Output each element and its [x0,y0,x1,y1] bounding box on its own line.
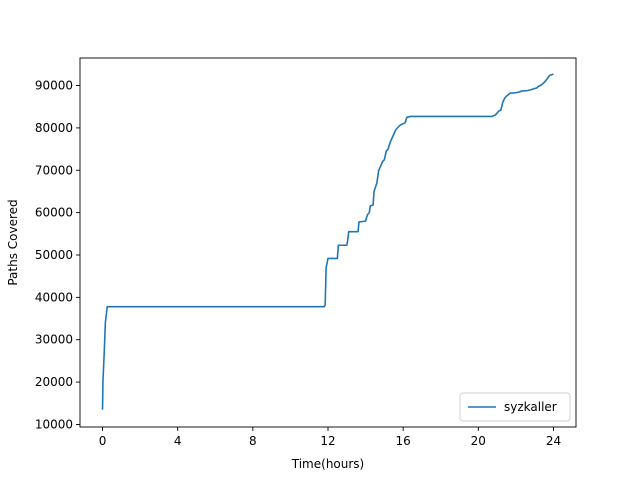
x-tick-label: 20 [471,434,486,448]
x-tick-label: 12 [320,434,335,448]
y-tick-label: 30000 [35,333,73,347]
legend-label-syzkaller: syzkaller [504,400,557,414]
y-tick-label: 90000 [35,79,73,93]
y-axis-ticks: 10000 20000 30000 40000 50000 60000 70000 80000… [35,79,80,431]
x-tick-label: 8 [249,434,257,448]
x-axis-label: Time(hours) [291,457,364,471]
y-axis-label: Paths Covered [6,199,20,285]
y-tick-label: 10000 [35,417,73,431]
legend-box [459,392,571,422]
y-tick-label: 50000 [35,248,73,262]
y-tick-label: 40000 [35,290,73,304]
x-tick-label: 4 [174,434,182,448]
y-tick-label: 60000 [35,206,73,220]
plot-frame [79,57,577,428]
y-tick-label: 20000 [35,375,73,389]
legend: syzkaller [459,392,571,422]
y-tick-label: 80000 [35,121,73,135]
x-tick-label: 16 [396,434,411,448]
x-tick-label: 0 [99,434,107,448]
x-axis-ticks: 0 4 8 12 16 20 24 [99,427,561,448]
y-tick-label: 70000 [35,163,73,177]
series-line-syzkaller [101,73,554,410]
plot-area [79,57,577,428]
x-tick-label: 24 [546,434,561,448]
